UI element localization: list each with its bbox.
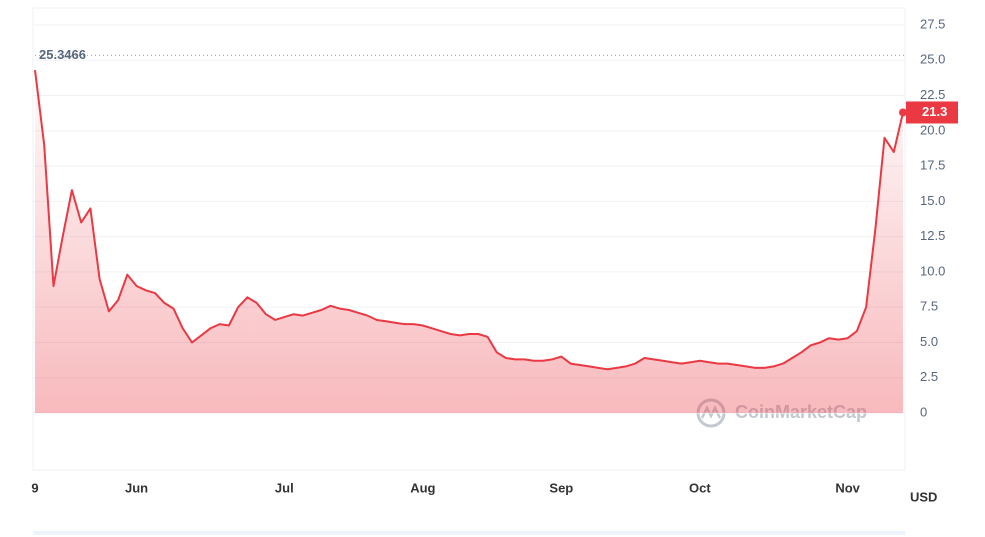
x-tick-label: Sep [549,480,573,495]
y-tick-label: 12.5 [920,228,945,243]
y-tick-label: 5.0 [920,334,938,349]
last-point [899,108,907,117]
y-unit: USD [910,489,937,504]
area [35,70,903,413]
x-tick-label: Oct [689,480,711,495]
y-tick-label: 15.0 [920,193,945,208]
x-tick-label: Nov [835,480,860,495]
price-badge [906,101,958,124]
y-tick-label: 20.0 [920,122,945,137]
x-tick-label: Jul [275,480,294,495]
x-tick-label: Jun [125,480,148,495]
plot-frame [32,7,906,471]
y-tick-label: 17.5 [920,158,945,173]
y-tick-label: 22.5 [920,87,945,102]
max-label: 25.3466 [39,47,86,62]
x-tick-label: Aug [410,480,435,495]
y-tick-label: 25.0 [920,52,945,67]
y-tick-label: 0 [920,404,927,419]
x-tick-label: 9 [31,480,38,495]
y-tick-label: 27.5 [920,16,945,31]
price-badge-label: 21.3 [922,104,947,119]
y-tick-label: 7.5 [920,299,938,314]
navigator-strip [33,531,905,535]
y-tick-label: 10.0 [920,263,945,278]
y-tick-label: 2.5 [920,369,938,384]
price-line [34,69,904,371]
